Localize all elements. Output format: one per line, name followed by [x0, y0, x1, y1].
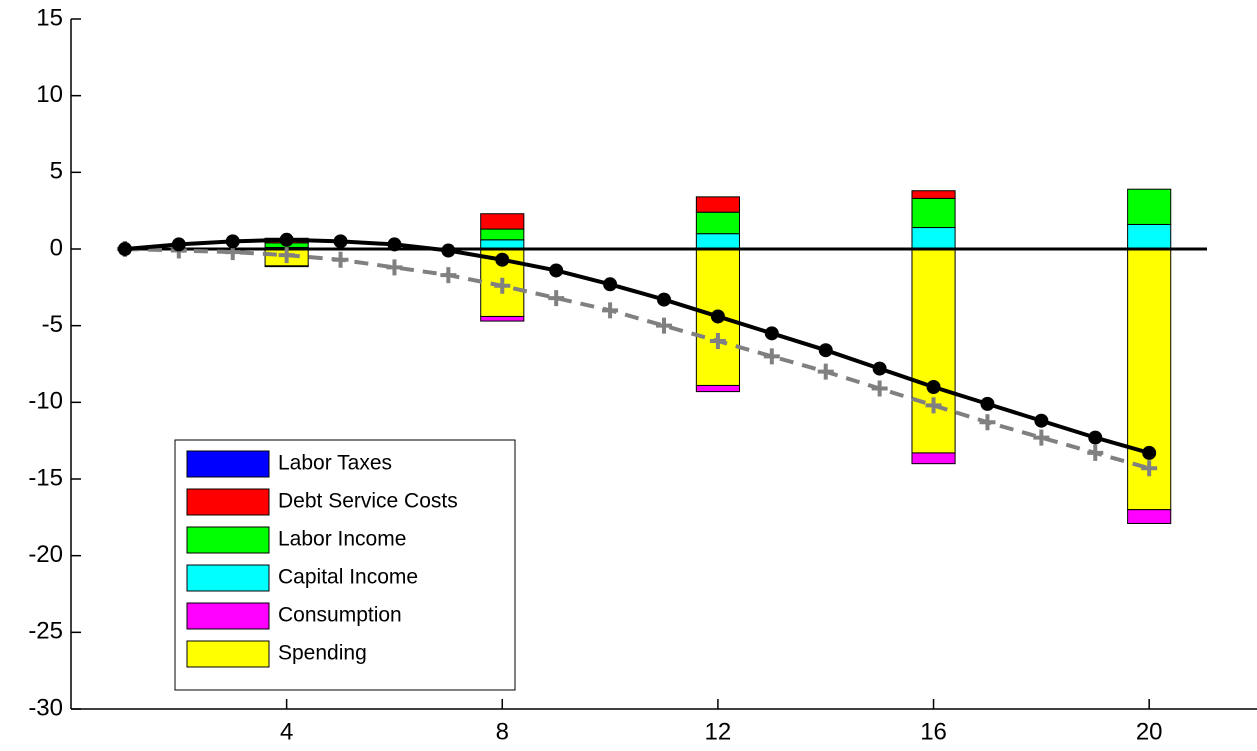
- marker: [549, 263, 564, 278]
- bar: [1127, 223, 1172, 250]
- x-tick-label: 20: [1136, 718, 1163, 745]
- marker: [495, 252, 510, 267]
- legend-swatch: [186, 602, 270, 630]
- y-tick-label: 10: [36, 81, 63, 108]
- bar: [911, 452, 956, 465]
- x-tick-label: 8: [496, 718, 509, 745]
- marker: [1088, 430, 1103, 445]
- bar: [911, 190, 956, 199]
- y-tick-label: -10: [28, 388, 63, 415]
- marker: [657, 292, 671, 307]
- x-tick-label: 12: [705, 718, 732, 745]
- y-tick-label: -30: [28, 694, 63, 721]
- marker: [278, 247, 295, 264]
- bar: [480, 213, 525, 230]
- marker: [117, 242, 132, 256]
- bar: [695, 196, 740, 213]
- marker: [332, 251, 349, 268]
- marker: [1033, 429, 1050, 446]
- y-tick-label: 5: [50, 158, 63, 185]
- line: [124, 237, 1150, 455]
- y-tick-label: -20: [28, 541, 63, 568]
- legend-label: Spending: [278, 642, 367, 665]
- bar: [695, 233, 740, 250]
- marker: [603, 277, 618, 292]
- line: [124, 247, 1150, 471]
- legend-label: Labor Taxes: [278, 452, 392, 475]
- marker: [818, 343, 833, 358]
- legend-swatch: [186, 640, 270, 668]
- marker: [710, 309, 725, 324]
- marker: [656, 317, 672, 334]
- marker: [926, 380, 941, 394]
- y-tick-label: -15: [28, 464, 63, 491]
- marker: [763, 348, 780, 365]
- bar: [480, 315, 525, 322]
- marker: [980, 396, 995, 411]
- y-tick-label: 15: [36, 4, 63, 31]
- marker: [548, 290, 565, 307]
- legend-swatch: [186, 526, 270, 554]
- marker: [872, 361, 887, 376]
- bar: [695, 211, 740, 235]
- marker: [171, 237, 186, 252]
- legend-swatch: [186, 488, 270, 516]
- legend-label: Capital Income: [278, 566, 418, 589]
- legend: Labor Taxes Debt Service Costs Labor Incom…: [174, 439, 516, 691]
- y-tick-label: -25: [28, 618, 63, 645]
- marker: [279, 232, 294, 247]
- bar: [695, 384, 740, 393]
- legend-swatch: [186, 450, 270, 478]
- bar: [911, 248, 956, 454]
- marker: [1142, 445, 1157, 460]
- x-tick-label: 16: [920, 718, 947, 745]
- marker: [871, 380, 888, 397]
- marker: [925, 397, 942, 414]
- marker: [225, 234, 240, 249]
- x-tick-label: 4: [280, 718, 293, 745]
- bar: [911, 197, 956, 229]
- bar: [1127, 188, 1172, 225]
- legend-label: Consumption: [278, 604, 402, 627]
- y-tick-label: 0: [50, 234, 63, 261]
- legend-swatch: [186, 564, 270, 592]
- marker: [333, 234, 348, 249]
- marker: [1141, 460, 1158, 477]
- marker: [441, 243, 456, 258]
- legend-label: Debt Service Costs: [278, 490, 458, 513]
- bar: [480, 228, 525, 241]
- marker: [1034, 413, 1049, 428]
- marker: [602, 302, 619, 319]
- marker: [494, 277, 511, 294]
- bar: [264, 265, 309, 268]
- bar: [1127, 509, 1172, 524]
- marker: [764, 326, 779, 341]
- marker: [1087, 444, 1104, 461]
- marker: [387, 237, 402, 252]
- marker: [817, 363, 834, 380]
- marker: [440, 267, 457, 284]
- marker: [386, 259, 403, 276]
- legend-label: Labor Income: [278, 528, 406, 551]
- y-tick-label: -5: [42, 311, 63, 338]
- marker: [709, 333, 726, 349]
- bar: [911, 227, 956, 250]
- marker: [979, 414, 996, 431]
